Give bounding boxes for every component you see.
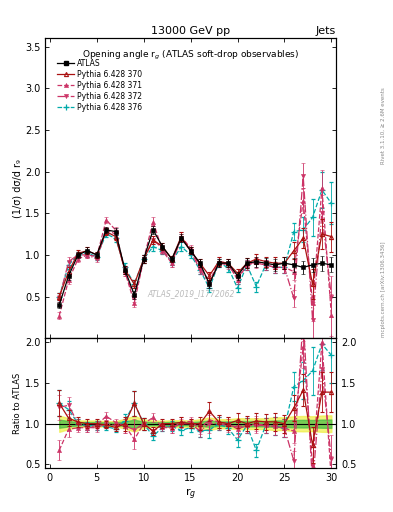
- Text: Jets: Jets: [316, 26, 336, 36]
- X-axis label: r$_g$: r$_g$: [185, 486, 196, 502]
- Text: mcplots.cern.ch [arXiv:1306.3436]: mcplots.cern.ch [arXiv:1306.3436]: [381, 242, 386, 337]
- Y-axis label: Ratio to ATLAS: Ratio to ATLAS: [13, 373, 22, 434]
- Text: ATLAS_2019_I1772062: ATLAS_2019_I1772062: [147, 289, 234, 297]
- Y-axis label: (1/σ) dσ/d r₉: (1/σ) dσ/d r₉: [12, 159, 22, 218]
- Text: Opening angle r$_g$ (ATLAS soft-drop observables): Opening angle r$_g$ (ATLAS soft-drop obs…: [82, 49, 299, 62]
- Text: 13000 GeV pp: 13000 GeV pp: [151, 26, 230, 36]
- Text: Rivet 3.1.10, ≥ 2.6M events: Rivet 3.1.10, ≥ 2.6M events: [381, 87, 386, 164]
- Legend: ATLAS, Pythia 6.428 370, Pythia 6.428 371, Pythia 6.428 372, Pythia 6.428 376: ATLAS, Pythia 6.428 370, Pythia 6.428 37…: [55, 57, 144, 114]
